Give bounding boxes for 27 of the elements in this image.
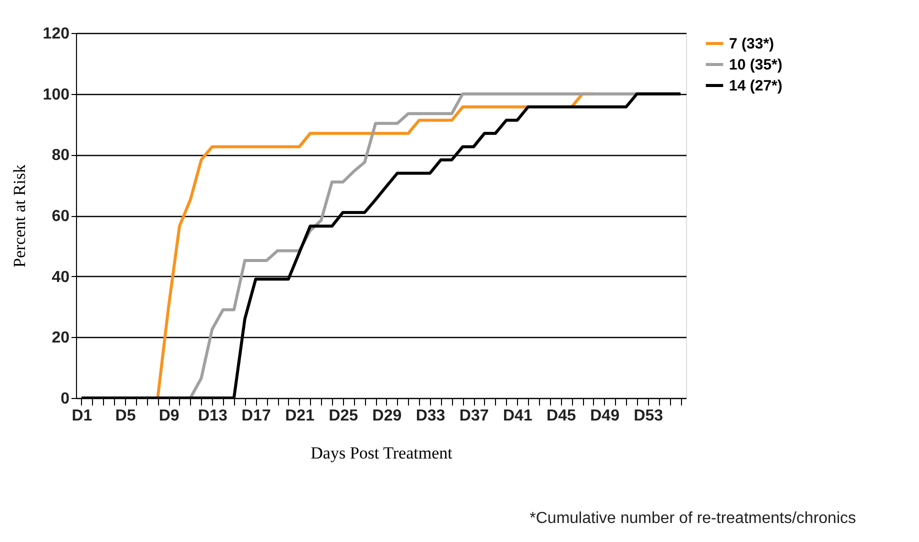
x-tick-label: D25 bbox=[328, 408, 358, 424]
y-axis-title: Percent at Risk bbox=[10, 164, 29, 268]
x-tick-label: D1 bbox=[72, 408, 92, 424]
y-tick-label: 100 bbox=[42, 86, 70, 104]
x-axis-title: Days Post Treatment bbox=[310, 444, 453, 462]
x-tick-label: D45 bbox=[546, 408, 576, 424]
x-tick-label: D29 bbox=[372, 408, 402, 424]
x-tick-label: D9 bbox=[158, 408, 180, 424]
y-tick-label: 80 bbox=[52, 147, 70, 164]
y-tick-label: 60 bbox=[52, 208, 70, 225]
x-tick-label: D49 bbox=[590, 408, 620, 424]
y-tick-label: 20 bbox=[52, 330, 70, 347]
y-tick-label: 120 bbox=[42, 26, 70, 42]
x-tick-label: D37 bbox=[459, 408, 489, 424]
text: *Cumulative number of re-treatments/chronics bbox=[530, 510, 856, 527]
x-tick-label: D5 bbox=[115, 408, 136, 424]
legend-label: 10 (35*) bbox=[729, 56, 782, 74]
y-tick-label: 0 bbox=[60, 390, 70, 408]
x-tick-label: D13 bbox=[198, 408, 228, 424]
x-tick-label: D33 bbox=[416, 408, 446, 424]
x-tick-label: D17 bbox=[242, 408, 272, 424]
x-tick-label: D53 bbox=[634, 408, 664, 424]
legend-label: 7 (33*) bbox=[729, 36, 774, 52]
x-tick-label: D21 bbox=[285, 408, 315, 424]
legend-label: 14 (27*) bbox=[729, 78, 782, 94]
x-tick-label: D41 bbox=[502, 408, 532, 424]
y-tick-label: 40 bbox=[52, 268, 70, 286]
